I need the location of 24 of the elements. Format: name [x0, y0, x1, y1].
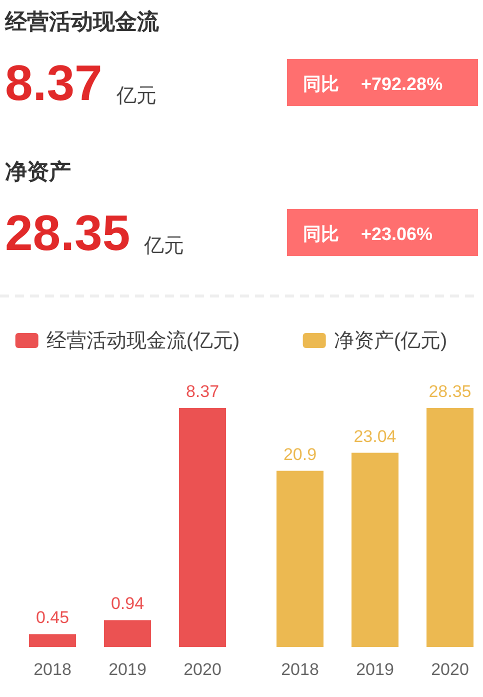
x-tick-label: 2018 [281, 660, 319, 679]
text: 亿元 [115, 85, 156, 107]
x-tick-label: 2020 [431, 660, 469, 679]
x-tick-label: 2019 [356, 660, 394, 679]
data-label: 20.9 [283, 444, 317, 464]
x-tick-label: 2020 [184, 660, 222, 679]
text: 亿元 [143, 235, 184, 257]
x-tick-label: 2018 [34, 660, 72, 679]
data-label: 28.35 [428, 382, 472, 401]
text: 28.35 [5, 205, 130, 261]
text: 同比 [303, 224, 339, 244]
data-label: 0.45 [36, 608, 70, 628]
text: 同比 [303, 74, 339, 94]
text: 净资产 [5, 159, 71, 184]
data-label: 0.94 [110, 594, 144, 614]
data-label: 8.37 [186, 382, 220, 401]
data-label: 23.04 [354, 426, 396, 446]
legend-label: 经营活动现金流(亿元) [46, 330, 240, 352]
legend-label: 净资产(亿元) [334, 330, 448, 352]
text: +23.06% [361, 224, 433, 244]
x-tick-label: 2019 [108, 660, 146, 679]
text: +792.28% [361, 74, 443, 94]
text: 8.37 [5, 55, 102, 111]
text: 经营活动现金流 [4, 9, 160, 34]
